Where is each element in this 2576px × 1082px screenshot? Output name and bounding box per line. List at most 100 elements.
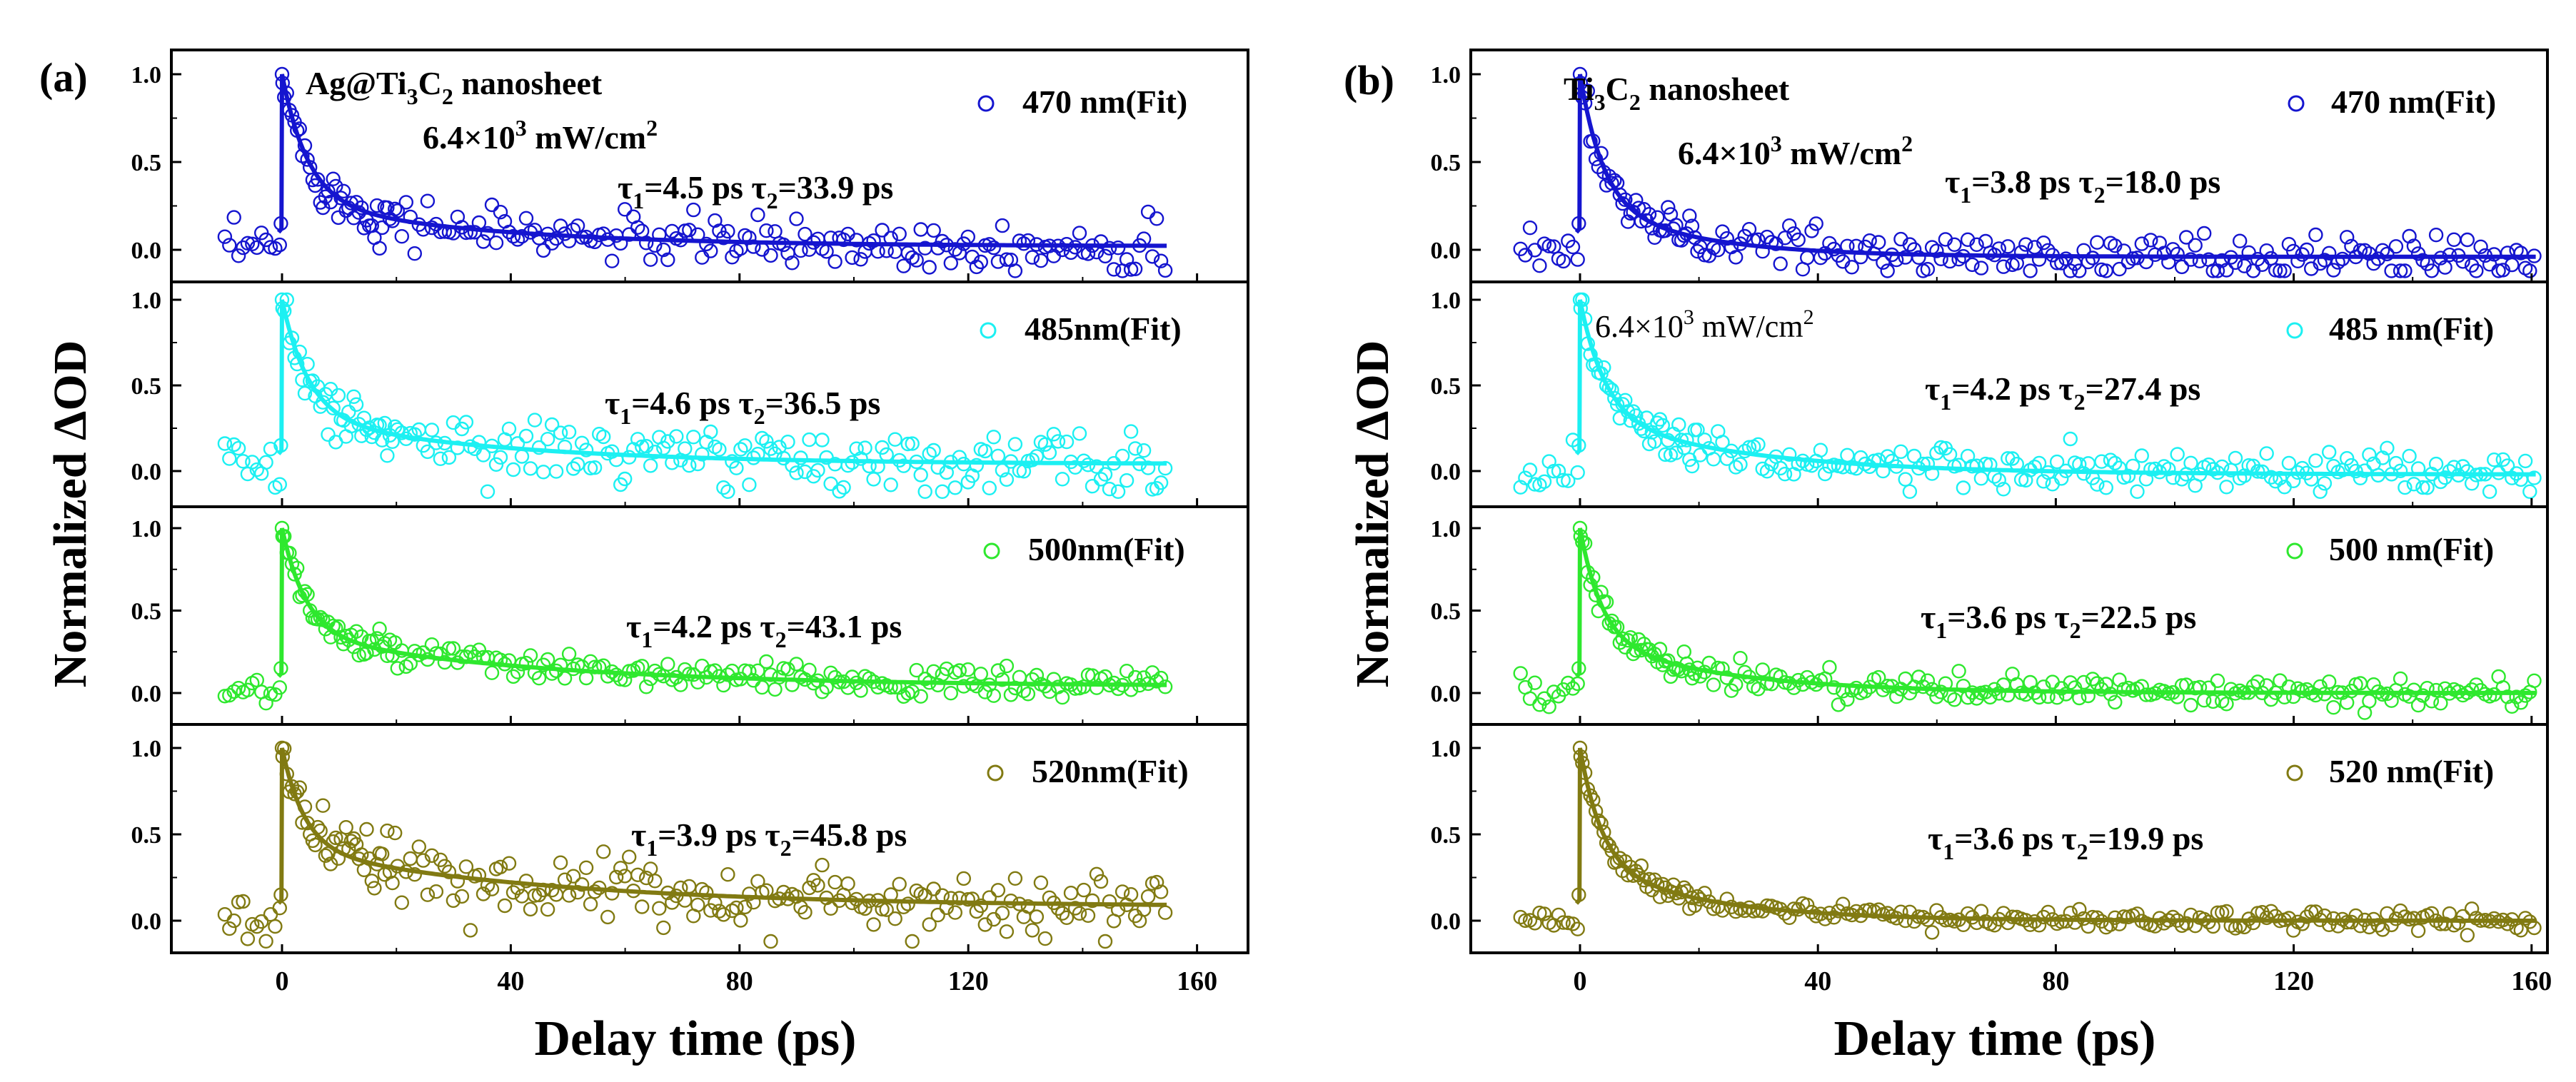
data-point-b-485nmfit-105 [1893,444,1908,459]
data-point-b-470nmfit-143 [2063,263,2078,278]
y-tick-label-a-470nmfit-0: 0.0 [131,238,162,264]
data-point-b-470nmfit-64 [1711,243,1726,258]
panel-a-legend-470: 470 nm(Fit) [977,84,1187,120]
panel-b-470-series [1513,66,2542,278]
panel-a-ticks: 0.0 0.5 1.0 0.0 0.5 1.0 0.0 0.5 1.0 0.0 0.5 1.0 0 40 8… [131,62,1218,996]
data-point-b-500nmfit-247 [2527,673,2542,688]
data-point-a-470nmfit-3 [231,248,246,263]
data-point-b-470nmfit-220 [2406,238,2422,253]
data-point-a-470nmfit-226 [1102,241,1117,256]
data-point-a-485nmfit-140 [733,442,748,457]
data-point-a-485nmfit-43 [346,389,361,404]
data-point-b-500nmfit-245 [2517,688,2533,703]
data-point-b-500nmfit-202 [2326,700,2341,715]
data-point-a-520nmfit-222 [1085,893,1100,909]
data-point-a-470nmfit-166 [845,250,860,266]
data-point-a-470nmfit-238 [1153,253,1169,268]
data-point-a-485nmfit-79 [471,435,487,450]
data-point-a-520nmfit-226 [1102,894,1117,909]
y-tick-label-b-470nmfit-0: 0.0 [1431,238,1461,264]
panel-a-470-tau-text: τ1=4.5 ps τ2=33.9 ps [618,169,893,213]
data-point-a-500nmfit-168 [853,683,868,698]
data-point-a-470nmfit-59 [388,201,403,216]
data-point-a-470nmfit-56 [380,200,395,216]
data-point-a-520nmfit-180 [905,934,920,949]
data-point-a-485nmfit-212 [1042,445,1057,460]
data-point-a-470nmfit-52 [369,198,385,213]
data-point-a-470nmfit-113 [618,202,633,217]
data-point-a-485nmfit-136 [716,480,731,495]
panel-a-legend-500-label: 500nm(Fit) [1028,531,1185,567]
data-point-a-485nmfit-102 [570,457,585,472]
data-point-b-520nmfit-197 [2303,904,2319,919]
data-point-a-485nmfit-226 [1102,482,1117,497]
legend-marker-icon [983,542,1000,560]
legend-marker-icon [2286,322,2303,339]
data-point-a-485nmfit-159 [815,433,830,448]
panel-a-485-series [217,292,1173,499]
data-point-a-500nmfit-162 [827,669,842,685]
panel-b-ylabel: Normalized ΔOD [1347,340,1399,688]
data-point-b-470nmfit-75 [1759,229,1775,245]
data-point-b-485nmfit-209 [2357,463,2373,478]
data-point-a-500nmfit-209 [1029,667,1045,683]
data-point-b-485nmfit-107 [1902,484,1918,499]
data-point-b-485nmfit-247 [2527,470,2542,485]
data-point-b-500nmfit-225 [2428,682,2444,698]
data-point-a-500nmfit-170 [862,671,877,686]
data-point-b-470nmfit-30 [1612,187,1628,203]
data-point-a-470nmfit-12 [272,237,287,253]
data-point-a-500nmfit-196 [973,667,989,682]
y-tick-label-b-485nmfit-0: 0.0 [1431,459,1461,485]
panel-a-power-label: 6.4×103 mW/cm2 [423,115,658,156]
data-point-b-485nmfit-165 [2161,462,2176,477]
data-point-a-520nmfit-207 [1020,899,1036,914]
data-point-a-470nmfit-185 [926,223,941,238]
panel-b-legend-520-label: 520 nm(Fit) [2329,753,2494,789]
data-point-a-485nmfit-197 [977,443,993,459]
data-point-a-500nmfit-180 [905,684,920,699]
data-point-b-470nmfit-86 [1808,216,1823,231]
data-point-a-485nmfit-76 [458,415,474,430]
data-point-a-520nmfit-104 [578,860,594,876]
data-point-a-470nmfit-4 [236,240,251,256]
panel-b-legend-485-label: 485 nm(Fit) [2329,310,2494,347]
panel-a-520-tau-text: τ1=3.9 ps τ2=45.8 ps [631,816,907,861]
data-point-a-470nmfit-187 [935,233,950,249]
data-point-b-470nmfit-123 [1973,261,1989,275]
data-point-b-520nmfit-39 [1636,872,1651,888]
data-point-a-520nmfit-203 [1003,893,1019,909]
data-point-b-485nmfit-198 [2308,453,2323,468]
data-point-b-470nmfit-48 [1661,200,1676,215]
data-point-b-485nmfit-75 [1759,464,1775,479]
data-point-b-470nmfit-39 [1636,202,1651,217]
data-point-a-520nmfit-141 [738,899,753,915]
data-point-b-485nmfit-137 [2036,474,2051,489]
data-point-a-520nmfit-181 [909,883,924,899]
data-point-a-500nmfit-202 [999,658,1015,674]
data-point-b-470nmfit-191 [2277,263,2292,278]
data-point-a-520nmfit-189 [943,891,959,906]
data-point-a-470nmfit-210 [1033,253,1049,268]
data-point-a-470nmfit-36 [328,178,343,194]
data-point-a-520nmfit-72 [441,864,457,879]
data-point-a-485nmfit-179 [900,436,915,452]
data-point-a-485nmfit-185 [926,443,941,458]
data-point-a-485nmfit-214 [1050,434,1066,449]
data-point-a-500nmfit-182 [913,689,928,704]
data-point-a-520nmfit-59 [388,825,403,841]
data-point-a-520nmfit-56 [380,823,395,839]
data-point-a-485nmfit-116 [630,432,645,447]
data-point-b-485nmfit-52 [1671,417,1686,433]
data-point-b-470nmfit-85 [1804,223,1819,238]
data-point-b-470nmfit-134 [2023,263,2038,278]
data-point-b-500nmfit-5 [1536,691,1552,706]
x-tick-label-a-2: 80 [726,966,753,996]
data-point-b-500nmfit-68 [1728,677,1744,692]
data-point-b-520nmfit-5 [1536,906,1552,921]
data-point-a-520nmfit-112 [613,861,628,876]
data-point-a-485nmfit-101 [565,461,581,476]
data-point-a-485nmfit-173 [875,440,890,455]
data-point-a-520nmfit-118 [639,870,654,886]
data-point-a-500nmfit-137 [720,667,735,682]
